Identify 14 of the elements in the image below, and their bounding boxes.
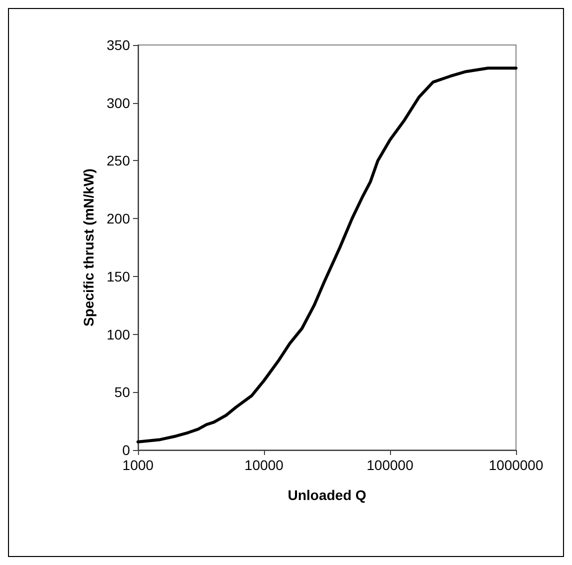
y-tick-label: 0 — [122, 442, 130, 458]
y-tick-label: 300 — [106, 94, 130, 111]
y-tick-label: 350 — [106, 37, 130, 53]
y-tick-label: 50 — [114, 384, 130, 400]
y-axis-title: Specific thrust (mN/kW) — [80, 168, 97, 326]
x-tick-label: 1000000 — [488, 457, 544, 473]
y-tick-label: 100 — [106, 326, 130, 342]
y-tick-label: 200 — [106, 210, 130, 227]
x-tick-label: 1000 — [122, 457, 154, 473]
y-tick-label: 250 — [106, 152, 130, 169]
x-tick-label: 100000 — [366, 457, 414, 473]
x-axis-title: Unloaded Q — [288, 487, 366, 503]
y-tick-label: 150 — [106, 268, 130, 284]
x-tick-label: 10000 — [244, 457, 284, 473]
